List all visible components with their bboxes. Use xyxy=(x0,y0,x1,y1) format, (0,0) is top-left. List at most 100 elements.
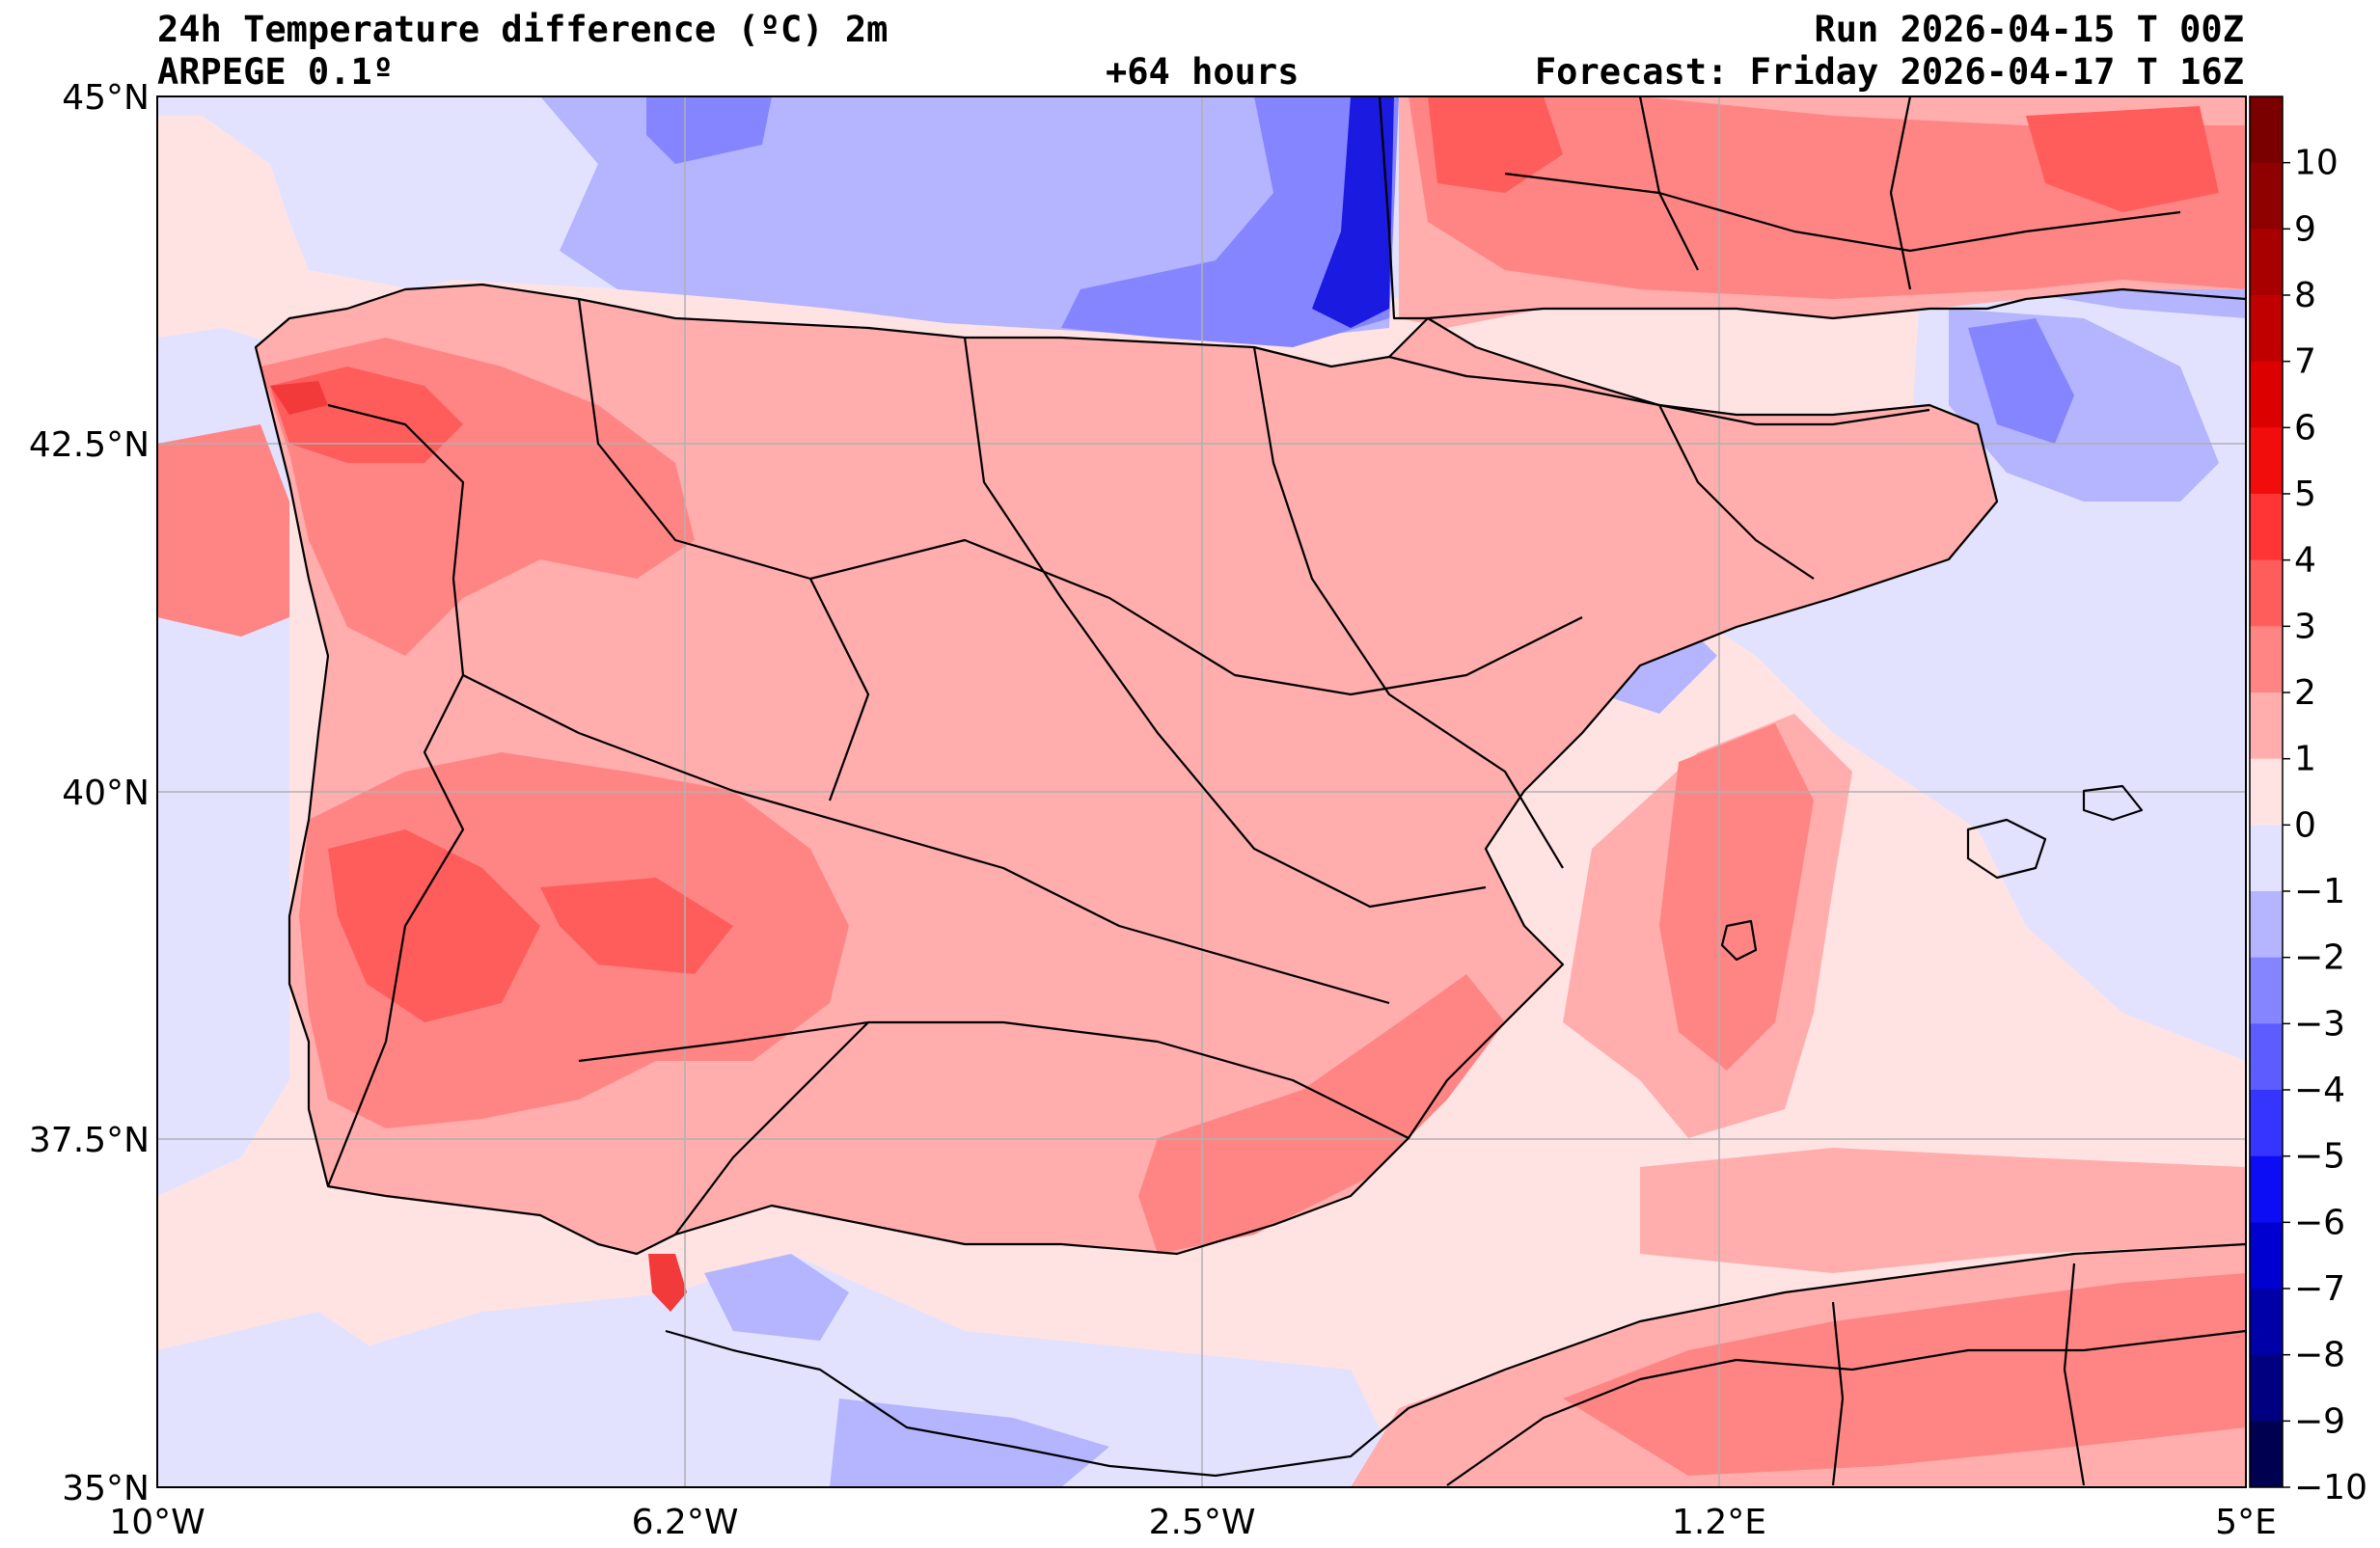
colorbar-swatch xyxy=(2250,96,2283,164)
colorbar-swatch xyxy=(2250,1354,2283,1422)
lat-label-45n: 45°N xyxy=(62,78,150,118)
map-fields xyxy=(157,96,2246,1487)
lat-label-42.5n: 42.5°N xyxy=(29,425,150,465)
hot-area-france xyxy=(1428,96,1563,193)
hottest-spot-galicia xyxy=(270,381,328,415)
colorbar-swatch xyxy=(2250,825,2283,892)
colorbar-tick-label: −5 xyxy=(2294,1137,2345,1177)
colorbar-tick-label: 2 xyxy=(2294,673,2316,713)
colorbar-swatch xyxy=(2250,626,2283,693)
model-label: ARPEGE 0.1º xyxy=(157,51,395,93)
colder-area-lion xyxy=(1968,318,2074,444)
cool-area-west-morocco xyxy=(157,1312,405,1487)
interior-border-8 xyxy=(1658,404,1815,580)
colder-area-biscay-west xyxy=(646,96,772,164)
longitude-labels: 10°W 6.2°W 2.5°W 1.2°E 5°E xyxy=(109,1503,2277,1542)
colorbar-swatch xyxy=(2250,427,2283,495)
interior-border-4 xyxy=(462,674,1390,1005)
colorbar-swatch xyxy=(2250,1090,2283,1157)
colorbar-swatch xyxy=(2250,361,2283,428)
lead-time-label: +64 hours xyxy=(1106,51,1299,93)
colorbar-frame xyxy=(2249,95,2284,1488)
colorbar-swatch xyxy=(2250,229,2283,296)
map-title: 24h Temperature difference (ºC) 2m xyxy=(157,9,889,50)
france-border-1 xyxy=(1504,172,2181,253)
colorbar-swatch xyxy=(2250,1155,2283,1223)
warm-area-southeast-coast xyxy=(1138,974,1505,1254)
interior-border-5 xyxy=(578,1020,1409,1139)
cool-area-balearic-east xyxy=(1978,810,2246,1061)
colorbar-tick-label: 0 xyxy=(2294,805,2316,845)
colorbar-swatch xyxy=(2250,1222,2283,1290)
lat-label-40n: 40°N xyxy=(62,774,150,813)
colorbar-tick-label: 8 xyxy=(2294,276,2316,315)
menorca-island xyxy=(2082,784,2144,822)
warm-area-balearic-sea xyxy=(1659,723,1814,1071)
colorbar-tick-label: −6 xyxy=(2294,1203,2345,1242)
colorbar-tick-label: 1 xyxy=(2294,740,2316,779)
colorbar-tick-label: 3 xyxy=(2294,607,2316,646)
interior-border-6 xyxy=(674,1021,869,1236)
colorbar-swatch xyxy=(2250,494,2283,561)
interior-border-3 xyxy=(963,337,1487,909)
north-africa-coastline xyxy=(665,1242,2246,1478)
ibiza-island xyxy=(1720,919,1758,962)
lat-label-37.5n: 37.5°N xyxy=(29,1121,150,1160)
colorbar-swatch xyxy=(2250,1421,2283,1488)
colorbar-tick-label: 7 xyxy=(2294,342,2316,382)
colorbar-swatch xyxy=(2250,295,2283,363)
graticule xyxy=(157,96,2246,1487)
africa-border-2 xyxy=(1831,1301,1845,1486)
coldest-area-basque-coast xyxy=(1312,96,1394,328)
map-frame xyxy=(156,95,2247,1488)
colorbar-tick-label: −7 xyxy=(2294,1269,2345,1309)
colorbar-tick-label: −9 xyxy=(2294,1401,2345,1441)
run-label: Run 2026-04-15 T 00Z xyxy=(1814,9,2244,50)
colorbar-swatch xyxy=(2250,957,2283,1024)
lat-label-35n: 35°N xyxy=(62,1469,150,1508)
hottest-spot-gibraltar xyxy=(648,1254,687,1312)
forecast-label: Forecast: Friday 2026-04-17 T 16Z xyxy=(1534,51,2244,93)
colorbar-tick-label: −10 xyxy=(2294,1468,2367,1507)
lon-label-5e: 5°E xyxy=(2215,1503,2277,1542)
colorbar-swatch xyxy=(2250,1023,2283,1091)
warm-area-portugal-sea xyxy=(157,424,289,637)
colorbar-tick-label: −2 xyxy=(2294,938,2345,978)
lon-label-1.2e: 1.2°E xyxy=(1672,1503,1766,1542)
colorbar-swatch xyxy=(2250,891,2283,959)
colder-area-basque-coast xyxy=(1061,96,1399,347)
colorbar-tick-label: 5 xyxy=(2294,475,2316,514)
colorbar-swatch xyxy=(2250,162,2283,230)
colorbar-swatch xyxy=(2250,559,2283,627)
hot-area-alentejo xyxy=(328,829,540,1022)
cold-area-guadalquivir xyxy=(704,1254,849,1341)
warm-area-north-africa xyxy=(1563,1273,2246,1476)
cold-area-alboran xyxy=(830,1399,1109,1487)
hot-area-france-east xyxy=(2026,106,2219,212)
colorbar-tick-label: −4 xyxy=(2294,1071,2345,1110)
cool-area-alboran xyxy=(289,1254,1409,1487)
interior-border-1 xyxy=(577,298,870,801)
africa-border-1 xyxy=(1446,1329,2246,1486)
colorbar-tick-label: 6 xyxy=(2294,408,2316,448)
portugal-spain-border xyxy=(326,403,465,1187)
africa-border-3 xyxy=(2063,1263,2086,1486)
latitude-labels: 45°N 42.5°N 40°N 37.5°N 35°N xyxy=(29,78,150,1508)
france-coastline xyxy=(1378,96,2246,320)
colorbar-swatch xyxy=(2250,693,2283,760)
lon-label-6.2w: 6.2°W xyxy=(632,1503,739,1542)
colorbar-tick-label: −3 xyxy=(2294,1004,2345,1044)
colorbar-tick-label: −1 xyxy=(2294,872,2345,911)
mallorca-island xyxy=(1966,818,2047,880)
colorbar-swatch xyxy=(2250,1289,2283,1356)
colorbar-tick-label: −8 xyxy=(2294,1336,2345,1375)
colorbar-swatch xyxy=(2250,758,2283,826)
france-border-3 xyxy=(1889,96,1912,290)
interior-border-2 xyxy=(809,538,1583,696)
colorbar-tick-label: 9 xyxy=(2294,209,2316,249)
france-border-2 xyxy=(1638,96,1699,271)
colorbar-tick-label: 10 xyxy=(2294,144,2339,183)
interior-border-7 xyxy=(1252,346,1564,869)
